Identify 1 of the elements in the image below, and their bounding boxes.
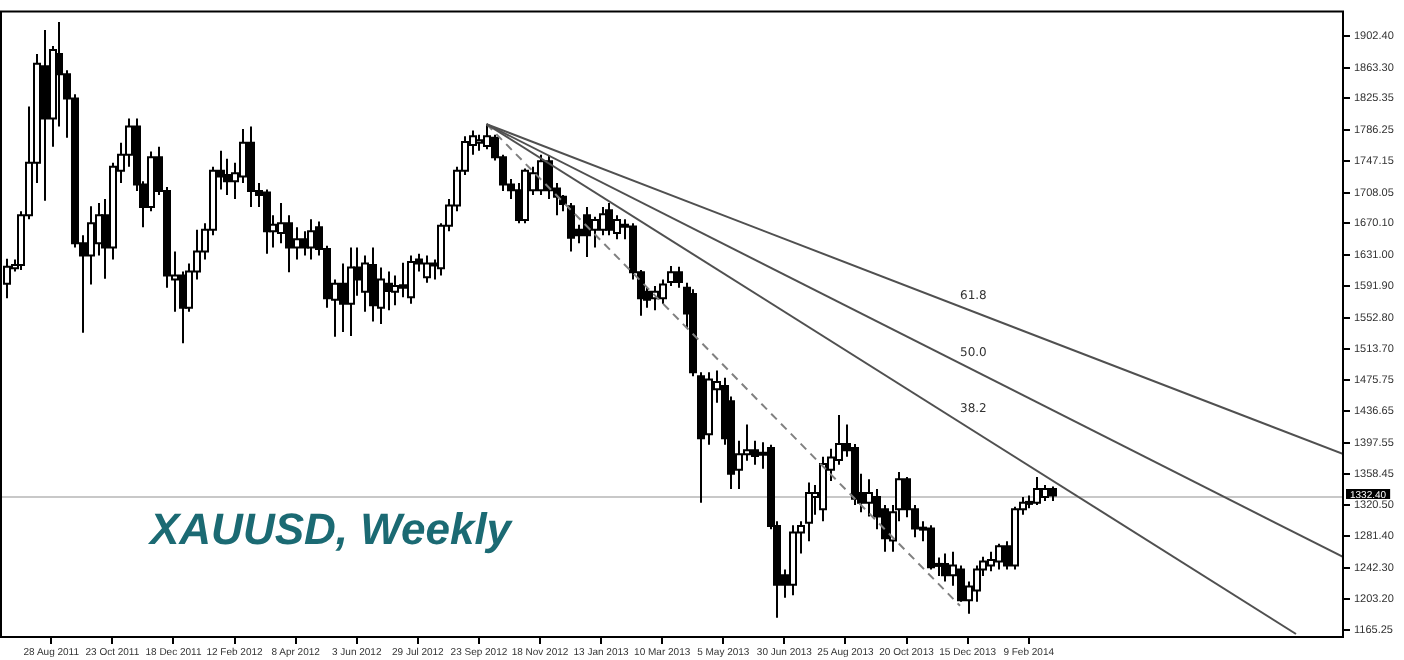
text: XAUUSD, Weekly [150,504,512,556]
